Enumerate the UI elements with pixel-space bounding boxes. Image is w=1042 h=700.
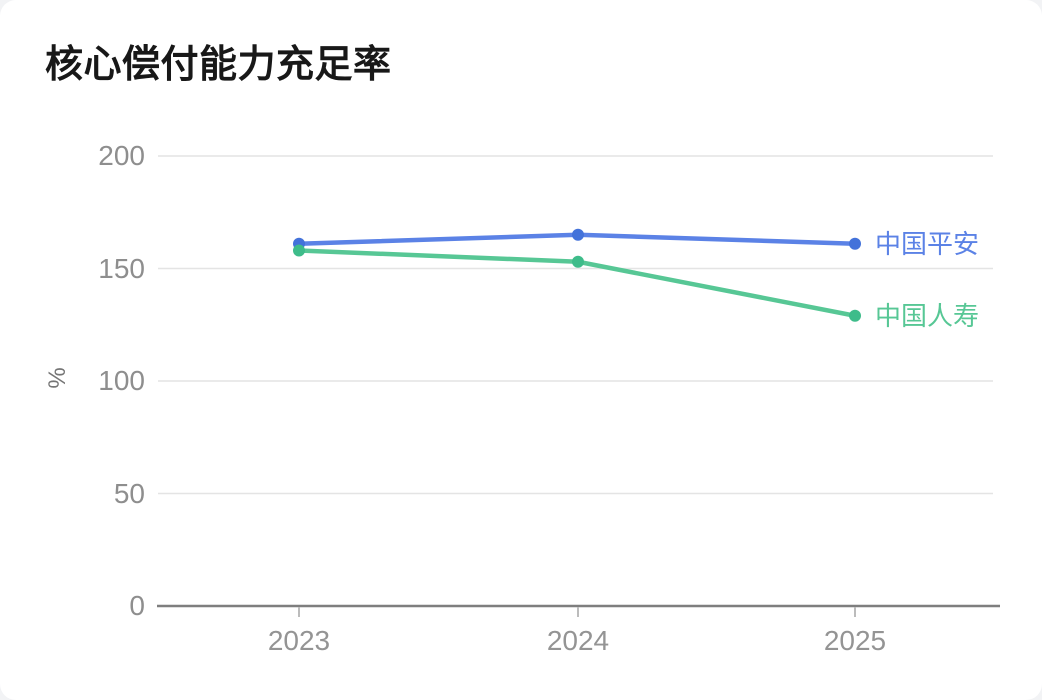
data-point bbox=[572, 228, 584, 241]
y-tick-label: 150 bbox=[98, 252, 145, 284]
y-tick-label: 100 bbox=[98, 365, 145, 396]
chart-title: 核心偿付能力充足率 bbox=[45, 44, 392, 86]
data-point bbox=[293, 244, 305, 257]
series-end-label: 中国平安 bbox=[875, 228, 980, 259]
series-end-label: 中国人寿 bbox=[875, 300, 980, 331]
x-tick-label: 2023 bbox=[267, 625, 331, 656]
data-point bbox=[849, 309, 861, 322]
y-tick-label: 50 bbox=[113, 477, 145, 509]
x-tick-label: 2024 bbox=[546, 625, 610, 656]
y-tick-label: 0 bbox=[129, 590, 145, 621]
y-tick-label: 200 bbox=[98, 140, 145, 171]
data-point bbox=[849, 237, 861, 250]
data-point bbox=[572, 255, 584, 268]
x-tick-label: 2025 bbox=[823, 625, 887, 656]
